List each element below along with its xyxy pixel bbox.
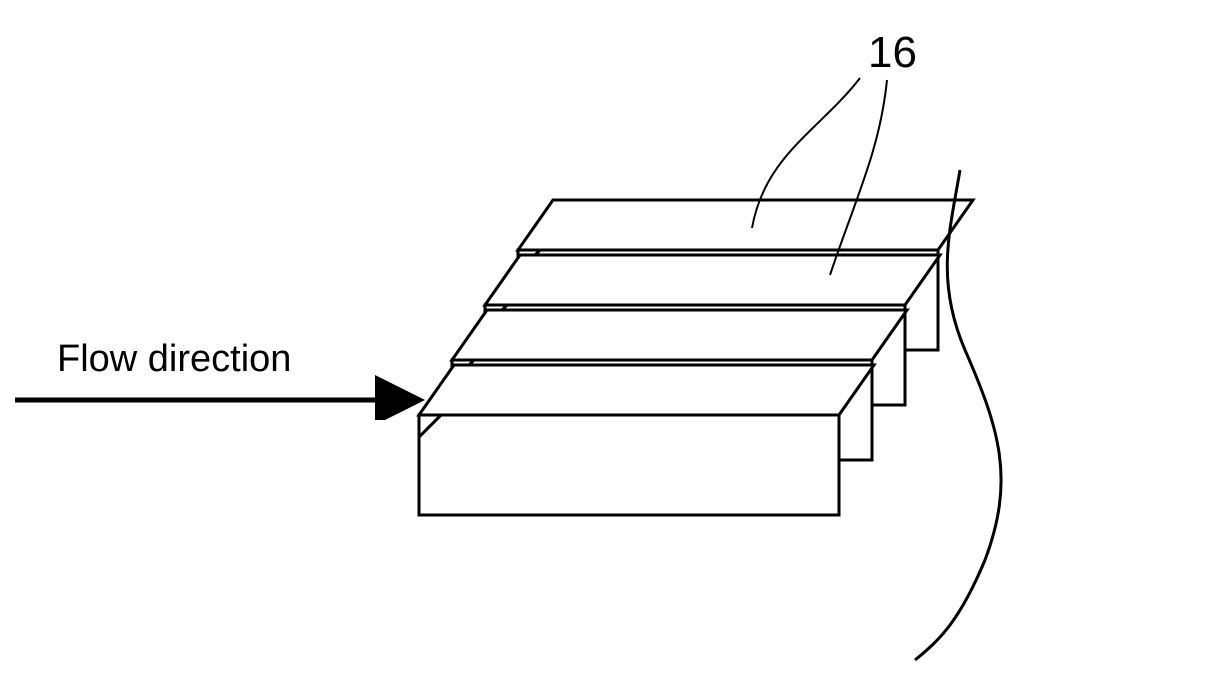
block-top-face [419, 365, 874, 415]
blocks-stack [0, 0, 1205, 688]
block-top-face [485, 255, 940, 305]
block-front-face [419, 415, 839, 515]
block-top-face [452, 310, 907, 360]
reference-number-16: 16 [868, 28, 917, 78]
block-top-face [518, 200, 973, 250]
diagram-container: Flow direction 16 [0, 0, 1205, 688]
